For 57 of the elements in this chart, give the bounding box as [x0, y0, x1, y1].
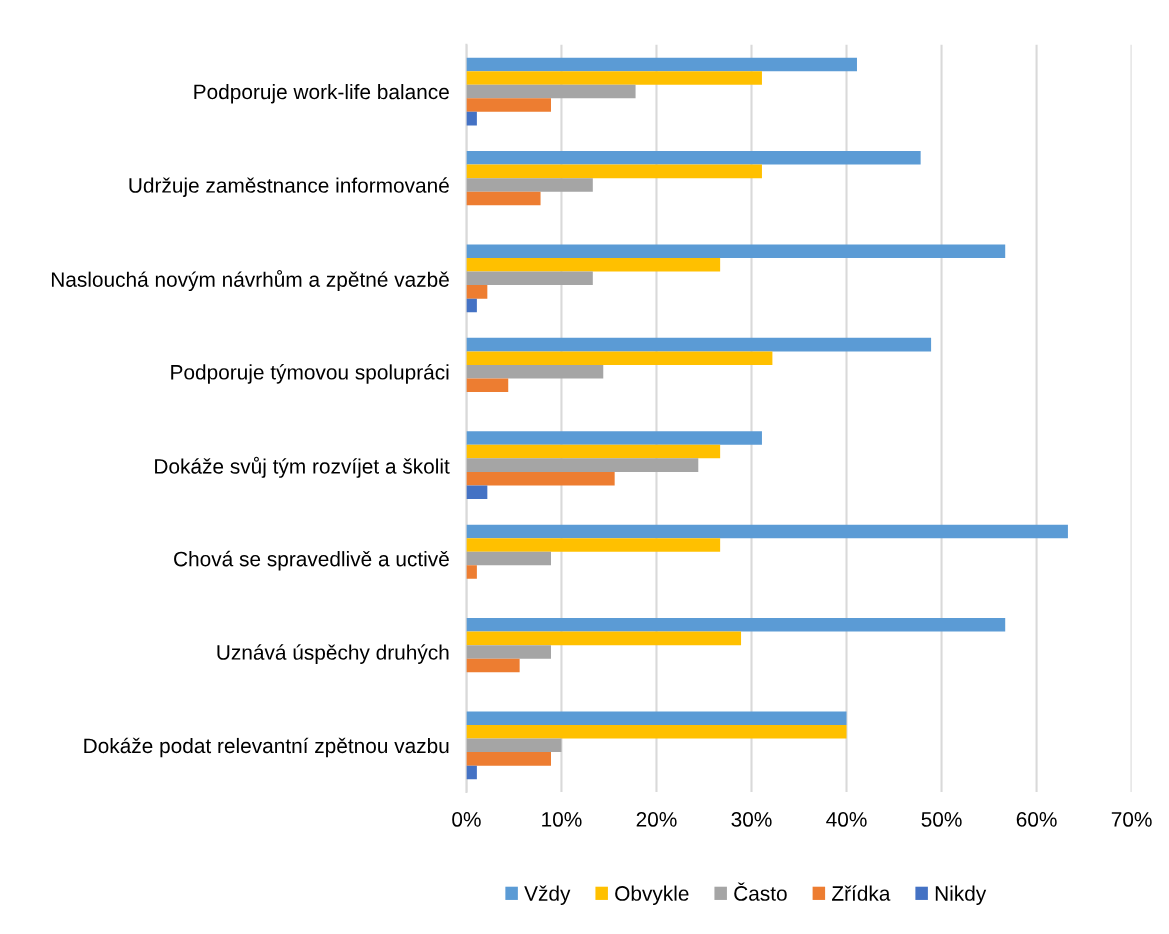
- y-tick-label: Naslouchá novým návrhům a zpětné vazbě: [51, 269, 449, 292]
- y-tick-label: Chová se spravedlivě a uctivě: [174, 550, 449, 571]
- bar: [466, 191, 541, 206]
- x-tick-label: 40%: [826, 812, 867, 827]
- bar: [466, 458, 699, 472]
- x-tick-label: 20%: [636, 812, 677, 827]
- bar: [466, 258, 721, 272]
- bar: [466, 725, 847, 739]
- bar: [466, 538, 721, 552]
- bar: [466, 485, 488, 499]
- bar: [466, 337, 932, 352]
- bar: [466, 351, 773, 365]
- bar: [466, 645, 551, 659]
- bar: [466, 565, 477, 579]
- bar: [466, 271, 593, 286]
- bar: [466, 738, 562, 753]
- bar: [466, 765, 477, 780]
- x-tick-label: 70%: [1111, 812, 1152, 827]
- bar: [466, 752, 551, 766]
- y-tick-label: Uznává úspěchy druhých: [217, 644, 449, 664]
- x-tick-label: 60%: [1016, 812, 1057, 827]
- legend-label: Nikdy: [935, 885, 987, 905]
- legend-label: Vždy: [524, 885, 571, 905]
- y-tick-label: Podporuje týmovou spolupráci: [171, 364, 449, 384]
- bar: [466, 444, 721, 459]
- bar: [466, 658, 520, 673]
- bar: [466, 378, 509, 393]
- y-tick-label: Udržuje zaměstnance informované: [129, 177, 449, 197]
- bar: [466, 285, 488, 299]
- bar: [466, 551, 551, 566]
- bar: [466, 98, 551, 112]
- bar: [466, 471, 615, 486]
- x-tick-label: 0%: [452, 812, 481, 827]
- y-tick-label: Dokáže svůj tým rozvíjet a školit: [155, 456, 450, 478]
- bar: [466, 84, 636, 99]
- legend-label: Zřídka: [832, 885, 891, 901]
- bar: [466, 711, 847, 726]
- bar: [466, 244, 1006, 259]
- bar: [466, 178, 593, 192]
- bar: [466, 618, 1006, 632]
- bar: [466, 298, 477, 313]
- legend-label: Obvykle: [615, 885, 689, 905]
- bar: [466, 431, 762, 445]
- bar: [466, 164, 762, 179]
- x-tick-label: 30%: [731, 812, 772, 827]
- x-tick-label: 10%: [542, 812, 582, 827]
- bar: [466, 151, 921, 165]
- bar: [466, 111, 477, 126]
- bar: [466, 71, 762, 85]
- x-tick-label: 50%: [921, 812, 962, 827]
- y-tick-label: Dokáže podat relevantní zpětnou vazbu: [84, 737, 449, 758]
- bar: [466, 57, 857, 72]
- legend-label: Často: [734, 882, 787, 901]
- bar: [466, 631, 742, 646]
- y-tick-label: Podporuje work-life balance: [194, 83, 449, 104]
- bar: [466, 524, 1068, 539]
- bar: [466, 364, 604, 379]
